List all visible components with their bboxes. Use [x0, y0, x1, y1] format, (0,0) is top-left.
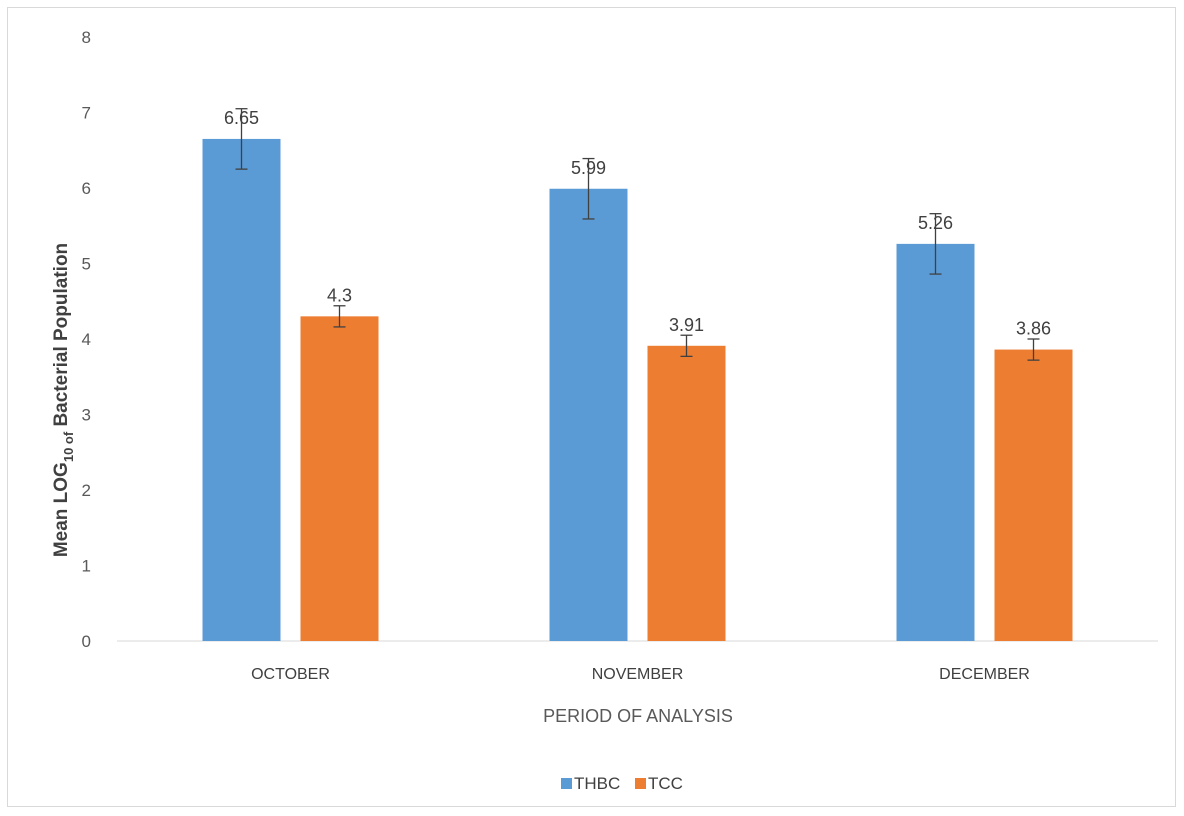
- y-tick-label: 2: [82, 481, 91, 500]
- data-labels: 6.65 4.3 5.99 3.91 5.26 3.86: [224, 108, 1051, 339]
- legend-swatch: [561, 778, 572, 789]
- bar-tcc-december: [994, 349, 1073, 641]
- y-tick-label: 0: [82, 632, 91, 651]
- error-bar: [333, 305, 346, 328]
- bar-thbc-december: [896, 243, 975, 641]
- y-axis-title-subscript: 10 of: [61, 431, 76, 462]
- bar-tcc-november: [647, 345, 726, 641]
- y-tick-label: 1: [82, 557, 91, 576]
- bar-tcc-october: [300, 316, 379, 641]
- x-axis-category-labels: OCTOBER NOVEMBER DECEMBER: [251, 666, 1030, 683]
- legend-swatch: [635, 778, 646, 789]
- data-label: 4.3: [327, 285, 352, 305]
- bar-thbc-november: [549, 188, 628, 641]
- data-label: 3.86: [1016, 319, 1051, 339]
- error-bar: [929, 213, 942, 275]
- error-bar: [680, 334, 693, 358]
- y-tick-label: 3: [82, 406, 91, 425]
- legend-item-tcc: TCC: [635, 774, 683, 793]
- data-label: 3.91: [669, 315, 704, 335]
- y-tick-label: 8: [82, 28, 91, 47]
- y-axis-title-prefix: Mean LOG: [51, 462, 72, 557]
- y-tick-label: 7: [82, 104, 91, 123]
- data-label: 5.99: [571, 158, 606, 178]
- y-tick-label: 4: [82, 330, 91, 349]
- x-tick-label: OCTOBER: [251, 666, 330, 683]
- y-tick-label: 6: [82, 179, 91, 198]
- y-tick-label: 5: [82, 255, 91, 274]
- legend: THBC TCC: [561, 774, 683, 793]
- y-axis-ticks: 0 1 2 3 4 5 6 7 8: [82, 28, 91, 651]
- error-bar: [582, 157, 595, 220]
- x-tick-label: DECEMBER: [939, 666, 1030, 683]
- bars: [202, 138, 1073, 642]
- error-bars: [235, 108, 1040, 361]
- legend-item-thbc: THBC: [561, 774, 620, 793]
- error-bar: [1027, 338, 1040, 361]
- x-tick-label: NOVEMBER: [592, 666, 684, 683]
- legend-label: TCC: [648, 774, 683, 793]
- data-label: 5.26: [918, 213, 953, 233]
- bar-thbc-october: [202, 138, 281, 642]
- data-label: 6.65: [224, 108, 259, 128]
- error-bar: [235, 108, 248, 170]
- legend-label: THBC: [574, 774, 620, 793]
- y-axis-title: Mean LOG10 of Bacterial Population: [51, 243, 76, 557]
- y-axis-title-suffix: Bacterial Population: [51, 243, 72, 432]
- x-axis-title: PERIOD OF ANALYSIS: [543, 706, 733, 726]
